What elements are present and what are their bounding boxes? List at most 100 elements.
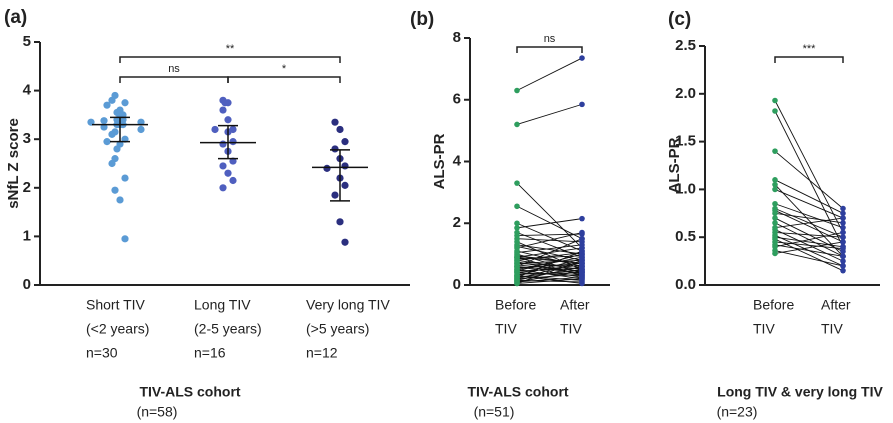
pair-line [516, 244, 583, 254]
data-point [219, 184, 227, 192]
data-point [336, 125, 344, 134]
data-point [341, 238, 349, 246]
x-tick-label: (>5 years) [306, 321, 369, 337]
significance-label: ns [544, 33, 556, 45]
panel-label: (a) [4, 7, 27, 28]
y-tick-label: 8 [453, 29, 461, 46]
data-point [772, 97, 778, 104]
data-point [840, 205, 846, 212]
data-point [772, 186, 778, 193]
significance-bracket [119, 76, 229, 83]
data-point [772, 177, 778, 183]
data-point [514, 280, 520, 287]
data-point [840, 229, 846, 236]
pair-line [516, 259, 583, 284]
data-point [323, 164, 331, 172]
pair-line [516, 57, 583, 91]
panel-label: (c) [668, 9, 691, 30]
data-point [772, 200, 778, 207]
y-axis-label: ALS-PR [431, 133, 448, 189]
data-point [514, 87, 520, 94]
data-point [772, 250, 778, 257]
y-tick-label: 0.5 [675, 228, 696, 245]
pair-line [516, 261, 583, 280]
y-tick-label: 2 [453, 214, 461, 231]
significance-label: *** [803, 43, 817, 55]
data-point [221, 99, 229, 107]
significance-label: ns [168, 63, 180, 75]
data-point [121, 235, 129, 243]
data-point [840, 258, 846, 264]
y-tick-label: 4 [23, 82, 32, 99]
pair-line [516, 250, 583, 278]
data-point [219, 106, 227, 114]
pair-line [516, 275, 583, 284]
data-point [579, 276, 585, 282]
y-tick-label: 0 [453, 276, 461, 293]
x-tick-label: TIV [495, 321, 517, 337]
pair-line [516, 256, 583, 264]
pair-line [774, 150, 844, 209]
data-point [772, 181, 778, 188]
pair-line [516, 259, 583, 264]
data-point [840, 267, 846, 274]
x-tick-label: (<2 years) [86, 321, 149, 337]
pair-line [516, 270, 583, 283]
data-point [772, 215, 778, 221]
pair-line [516, 245, 583, 261]
data-point [840, 234, 846, 240]
data-point [514, 203, 520, 210]
pair-line [774, 250, 844, 267]
pair-line [774, 241, 844, 250]
data-point [108, 96, 116, 104]
data-point [514, 263, 520, 270]
pair-line [774, 179, 844, 214]
pair-line [516, 264, 583, 274]
pair-line [516, 103, 583, 125]
data-point [111, 186, 119, 194]
data-point [224, 116, 232, 124]
y-tick-label: 1 [23, 227, 31, 244]
footer-note: (n=23) [717, 404, 758, 420]
x-tick-label: TIV [560, 321, 582, 337]
data-point [224, 169, 232, 177]
pair-line [774, 236, 844, 248]
pair-line [516, 238, 583, 267]
footer-note: (n=58) [137, 404, 178, 420]
y-tick-label: 5 [23, 33, 31, 50]
data-point [116, 196, 124, 204]
data-point [341, 138, 349, 146]
data-point [331, 145, 339, 153]
pair-line [774, 231, 844, 248]
data-point [840, 220, 846, 226]
pair-line [774, 188, 844, 219]
footer-note: (n=51) [474, 404, 515, 420]
pair-line [516, 253, 583, 272]
x-tick-label: Before [753, 297, 794, 313]
x-tick-label: Before [495, 297, 536, 313]
significance-bracket [516, 46, 583, 53]
data-point [772, 108, 778, 114]
data-point [840, 239, 846, 245]
pair-line [516, 218, 583, 229]
data-point [103, 138, 111, 146]
footer-title: TIV-ALS cohort [467, 384, 568, 400]
data-point [840, 210, 846, 217]
x-tick-label: Long TIV [194, 297, 251, 313]
data-point [840, 245, 846, 252]
data-point [137, 125, 145, 134]
data-point [103, 101, 111, 109]
data-point [772, 220, 778, 226]
pair-line [774, 184, 844, 257]
y-tick-label: 1.5 [675, 133, 696, 150]
y-tick-label: 2.0 [675, 85, 696, 102]
y-tick-label: 0.0 [675, 276, 696, 293]
y-tick-label: 0 [23, 276, 31, 293]
data-point [772, 210, 778, 217]
pair-line [516, 244, 583, 255]
pair-line [516, 264, 583, 272]
data-point [219, 140, 227, 148]
significance-bracket [774, 56, 844, 63]
y-tick-label: 2.5 [675, 37, 696, 54]
data-point [219, 162, 227, 170]
